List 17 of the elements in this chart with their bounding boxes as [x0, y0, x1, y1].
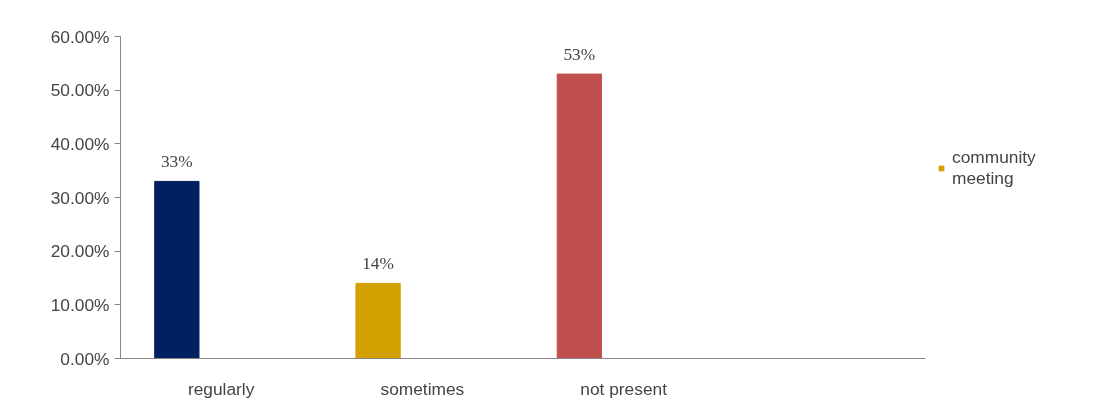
legend-label: community meeting — [952, 147, 1037, 189]
y-tick-label: 10.00% — [50, 294, 110, 315]
data-label: 53% — [563, 45, 596, 65]
y-tick-label: 50.00% — [50, 80, 110, 101]
y-tick-label: 20.00% — [50, 241, 110, 262]
y-tick-label: 60.00% — [50, 26, 110, 47]
bar — [154, 180, 200, 359]
x-tick-label: sometimes — [380, 378, 465, 399]
bar — [355, 282, 401, 359]
bar — [556, 73, 602, 359]
x-tick-label: not present — [580, 378, 668, 399]
y-tick-label: 30.00% — [50, 187, 110, 208]
y-tick-label: 0.00% — [60, 348, 110, 369]
y-tick-label: 40.00% — [50, 133, 110, 154]
data-label: 33% — [160, 152, 193, 172]
x-tick-label: regularly — [187, 378, 255, 399]
data-label: 14% — [362, 254, 394, 274]
